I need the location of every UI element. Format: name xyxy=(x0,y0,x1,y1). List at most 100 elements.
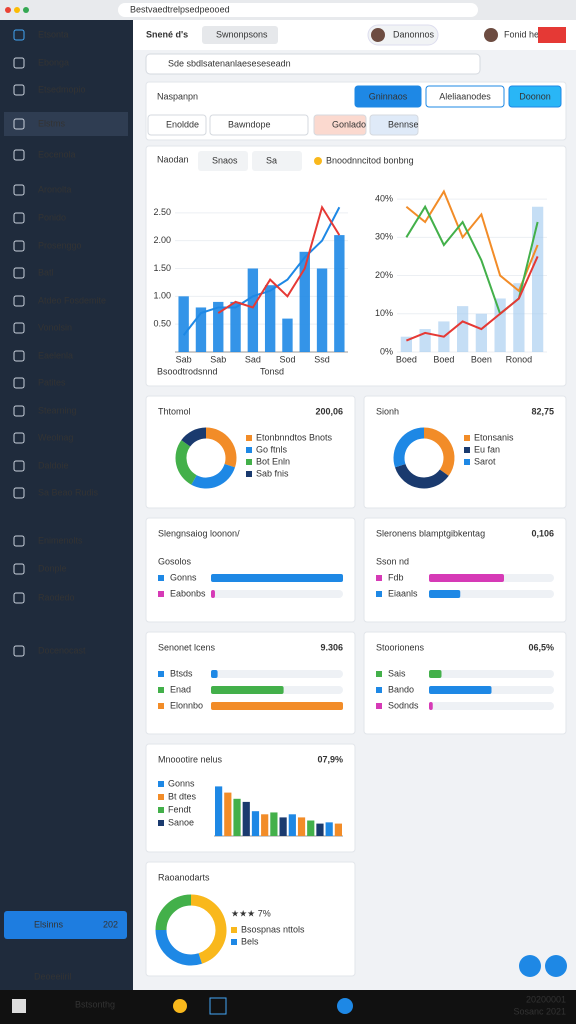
legend-swatch xyxy=(231,939,237,945)
donut-segment xyxy=(155,929,202,966)
legend-label: Bels xyxy=(241,936,259,946)
fab[interactable] xyxy=(545,955,567,977)
legend-swatch xyxy=(158,820,164,826)
bar xyxy=(288,814,296,836)
y-tick-label: 2.50 xyxy=(153,207,171,217)
x-tick-label: Ssd xyxy=(314,354,330,364)
bar xyxy=(334,235,345,352)
sidebar-item: Docenocast xyxy=(38,645,86,655)
sidebar-icon xyxy=(13,267,25,279)
sidebar-icon xyxy=(13,295,25,307)
progress-bar xyxy=(429,686,492,694)
sidebar-item: Vonolsin xyxy=(38,322,72,332)
bar xyxy=(215,786,223,836)
legend-label: Sanoe xyxy=(168,817,194,827)
toolbar-button-label: Gninnaos xyxy=(369,91,408,101)
badge xyxy=(538,27,566,43)
window-dot xyxy=(23,7,29,13)
legend-label: Sab fnis xyxy=(256,468,289,478)
filter[interactable] xyxy=(209,114,309,136)
bar xyxy=(230,301,241,352)
line xyxy=(405,189,539,293)
bar xyxy=(400,336,412,352)
row-icon xyxy=(158,687,164,693)
dropdown[interactable] xyxy=(202,26,278,44)
sidebar-item: Weolnag xyxy=(38,432,73,442)
sidebar-icon xyxy=(13,322,25,334)
taskbar-app: Bstsonthg xyxy=(75,999,115,1009)
filter[interactable] xyxy=(147,114,207,136)
y-tick-label: 30% xyxy=(375,232,393,242)
legend-label: Bsospnas nttols xyxy=(241,924,305,934)
donut-segment xyxy=(423,427,455,476)
filter[interactable] xyxy=(369,114,419,136)
task-icon[interactable] xyxy=(209,997,227,1015)
bar xyxy=(261,814,269,836)
sidebar-icon xyxy=(13,405,25,417)
legend-label: Eu fan xyxy=(474,444,500,454)
legend-swatch xyxy=(246,447,252,453)
progress-bar xyxy=(211,590,215,598)
bar xyxy=(532,206,544,352)
toolbar-button[interactable] xyxy=(354,85,422,108)
card-value: 0,106 xyxy=(531,528,554,538)
sidebar-icon xyxy=(13,592,25,604)
card-title: Sionh xyxy=(376,406,399,416)
donut-segment xyxy=(175,440,197,485)
toolbar-button[interactable] xyxy=(508,85,562,108)
dropdown-label: Swnonpsons xyxy=(216,29,268,39)
sidebar-icon xyxy=(13,149,25,161)
row-icon xyxy=(376,703,382,709)
tab[interactable] xyxy=(252,151,302,171)
legend-label: Fendt xyxy=(168,804,192,814)
legend-swatch xyxy=(231,927,237,933)
y-tick-label: 20% xyxy=(375,270,393,280)
sidebar-item: Aronolta xyxy=(38,184,72,194)
bar xyxy=(325,822,333,836)
sidebar-icon xyxy=(13,184,25,196)
toolbar-button-label: Doonon xyxy=(519,91,551,101)
x-axis-label: Tonsd xyxy=(260,366,284,376)
filter-label: Enoldde xyxy=(166,119,199,129)
bar xyxy=(513,283,525,352)
bar xyxy=(494,298,506,352)
user-chip[interactable] xyxy=(367,24,439,46)
card-subtitle: Gosolos xyxy=(158,556,192,566)
sidebar-item: Eocenola xyxy=(38,149,76,159)
bar xyxy=(224,792,232,836)
sidebar-icon xyxy=(13,432,25,444)
task-icon[interactable] xyxy=(173,999,187,1013)
sidebar-icon xyxy=(13,377,25,389)
legend-swatch xyxy=(464,435,470,441)
x-tick-label: Sab xyxy=(210,354,226,364)
sidebar-icon xyxy=(13,29,25,41)
sidebar-item: Etsonta xyxy=(38,29,69,39)
sidebar-active-value: 202 xyxy=(103,919,118,929)
url-box[interactable] xyxy=(118,3,478,17)
bar xyxy=(213,301,224,352)
row-icon xyxy=(376,575,382,581)
row-label: Fdb xyxy=(388,572,404,582)
window-dot xyxy=(14,7,20,13)
sidebar-item: Patites xyxy=(38,377,66,387)
rating: ★★★ 7% xyxy=(231,908,271,918)
line xyxy=(217,204,341,314)
sidebar-item: Enimenolts xyxy=(38,535,83,545)
sidebar-item: Batl xyxy=(38,267,54,277)
legend-swatch xyxy=(246,459,252,465)
search-box[interactable] xyxy=(145,53,481,75)
task-icon[interactable] xyxy=(337,998,353,1014)
filter[interactable] xyxy=(313,114,367,136)
bar xyxy=(282,318,293,352)
sidebar-active-bottom[interactable] xyxy=(4,911,127,939)
user1: Danonnos xyxy=(393,29,435,39)
sidebar-item: Stearning xyxy=(38,405,77,415)
toolbar-button[interactable] xyxy=(425,85,505,108)
row-label: Sodnds xyxy=(388,700,419,710)
fab[interactable] xyxy=(519,955,541,977)
row-label: Elonnbo xyxy=(170,700,203,710)
tab[interactable] xyxy=(198,151,248,171)
progress-track xyxy=(429,702,554,710)
avatar xyxy=(371,28,385,42)
start-button[interactable] xyxy=(12,999,26,1013)
